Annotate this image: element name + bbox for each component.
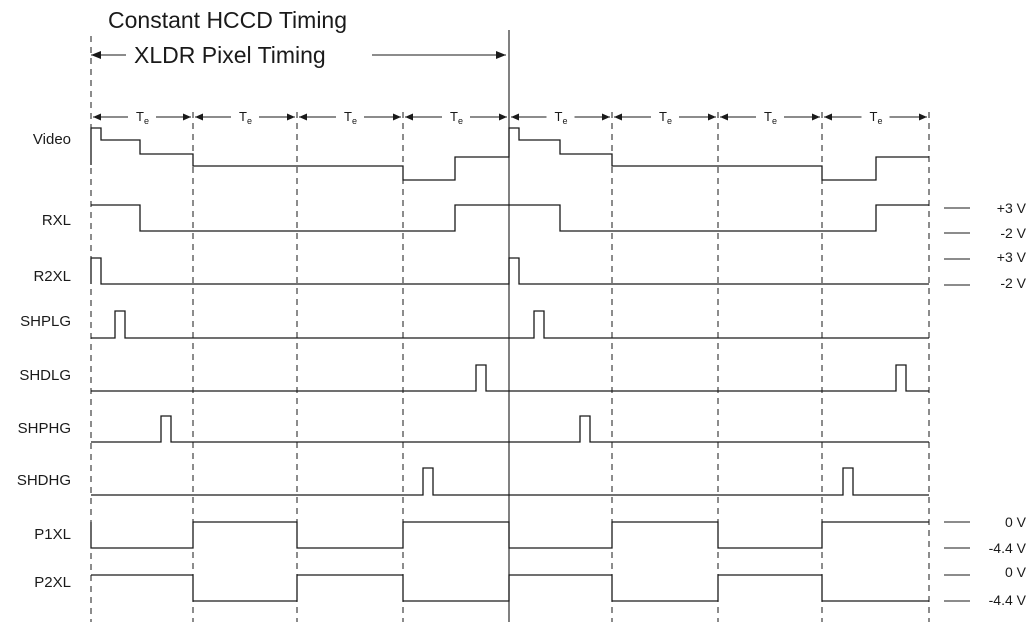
waveform-p1xl: [90, 521, 929, 549]
period-markers: Te Te Te Te Te Te Te Te: [93, 109, 927, 126]
period-marker: Te: [824, 109, 927, 126]
voltage-p2xl-low: -4.4 V: [989, 592, 1027, 608]
signal-label-shphg: SHPHG: [18, 420, 71, 437]
period-label: Te: [136, 109, 149, 126]
waveform-shdhg: [91, 467, 929, 496]
signal-labels: Video RXL R2XL SHPLG SHDLG SHPHG SHDHG P…: [17, 131, 71, 591]
diagram-subtitle: XLDR Pixel Timing: [134, 42, 326, 68]
period-label: Te: [870, 109, 883, 126]
waveform-shplg: [91, 310, 929, 339]
period-label: Te: [344, 109, 357, 126]
diagram-title: Constant HCCD Timing: [108, 7, 347, 33]
period-marker: Te: [195, 109, 295, 126]
signal-label-shdlg: SHDLG: [19, 367, 71, 384]
voltage-r2xl-low: -2 V: [1000, 275, 1026, 291]
signal-label-video: Video: [33, 131, 71, 148]
period-marker: Te: [614, 109, 716, 126]
period-label: Te: [239, 109, 252, 126]
waveform-r2xl: [90, 257, 929, 285]
waveform-shphg: [91, 415, 929, 443]
period-label: Te: [764, 109, 777, 126]
voltage-p1xl-low: -4.4 V: [989, 540, 1027, 556]
period-marker: Te: [720, 109, 820, 126]
signal-label-r2xl: R2XL: [33, 268, 71, 285]
voltage-rxl-low: -2 V: [1000, 225, 1026, 241]
period-marker: Te: [299, 109, 401, 126]
waveform-rxl: [91, 204, 929, 232]
voltage-p2xl-high: 0 V: [1005, 564, 1027, 580]
period-label: Te: [450, 109, 463, 126]
signal-label-p2xl: P2XL: [34, 574, 71, 591]
waveform-shdlg: [91, 364, 929, 392]
period-label: Te: [659, 109, 672, 126]
signal-label-shdhg: SHDHG: [17, 472, 71, 489]
waveform-p2xl: [91, 574, 929, 602]
period-label: Te: [555, 109, 568, 126]
xldr-pixel-timing-span: XLDR Pixel Timing: [91, 42, 506, 68]
waveform-video: [90, 127, 929, 181]
period-marker: Te: [93, 109, 191, 126]
voltage-r2xl-high: +3 V: [997, 249, 1027, 265]
signal-label-rxl: RXL: [42, 212, 71, 229]
period-marker: Te: [405, 109, 507, 126]
signal-label-p1xl: P1XL: [34, 526, 71, 543]
period-marker: Te: [511, 109, 610, 126]
waveforms: [90, 127, 929, 602]
period-guides: [90, 36, 930, 622]
voltage-levels: +3 V -2 V +3 V -2 V 0 V -4.4 V 0 V -4.4 …: [944, 200, 1027, 608]
signal-label-shplg: SHPLG: [20, 313, 71, 330]
voltage-p1xl-high: 0 V: [1005, 514, 1027, 530]
voltage-rxl-high: +3 V: [997, 200, 1027, 216]
